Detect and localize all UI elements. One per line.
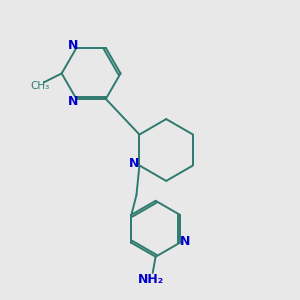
Text: CH₃: CH₃	[30, 81, 49, 91]
Text: N: N	[68, 95, 78, 108]
Text: N: N	[129, 158, 139, 170]
Text: N: N	[68, 39, 78, 52]
Text: NH₂: NH₂	[138, 273, 164, 286]
Text: N: N	[180, 236, 190, 248]
